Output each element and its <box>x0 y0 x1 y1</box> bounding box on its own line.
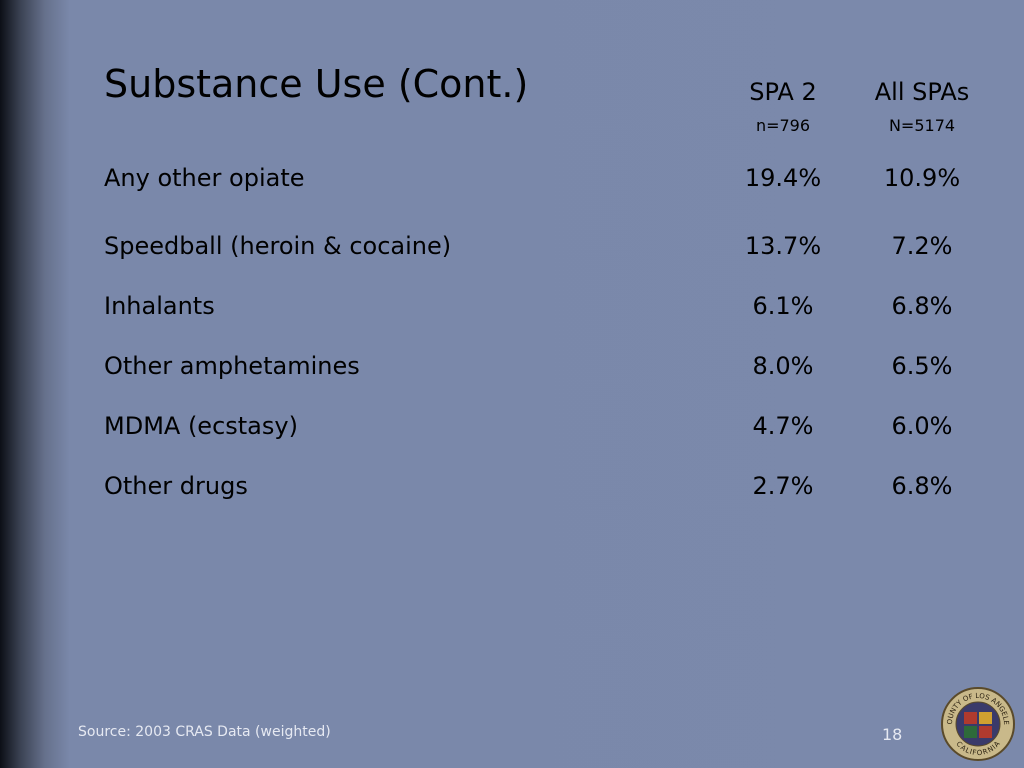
cell-value: 6.0% <box>891 412 953 440</box>
row-label: Other amphetamines <box>104 352 360 380</box>
cell-value: 6.8% <box>891 472 953 500</box>
row-label: MDMA (ecstasy) <box>104 412 298 440</box>
seal-quarter <box>964 726 977 738</box>
page-number: 18 <box>882 725 903 744</box>
row-label: Other drugs <box>104 472 248 500</box>
column-subheader: n=796 <box>755 116 811 135</box>
cell-value: 10.9% <box>883 164 961 192</box>
column-header: SPA 2 <box>749 78 817 106</box>
seal-center <box>955 701 1001 747</box>
cell-value: 6.1% <box>752 292 814 320</box>
cell-value: 13.7% <box>744 232 822 260</box>
cell-value: 6.5% <box>891 352 953 380</box>
source-note: Source: 2003 CRAS Data (weighted) <box>78 724 331 740</box>
column-header: All SPAs <box>874 78 970 106</box>
county-seal: COUNTY OF LOS ANGELES CALIFORNIA <box>940 686 1015 761</box>
cell-value: 2.7% <box>752 472 814 500</box>
seal-quarter <box>964 712 977 724</box>
cell-value: 7.2% <box>891 232 953 260</box>
cell-value: 19.4% <box>744 164 822 192</box>
row-label: Speedball (heroin & cocaine) <box>104 232 452 260</box>
cell-value: 4.7% <box>752 412 814 440</box>
seal-quarter <box>979 726 992 738</box>
cell-value: 8.0% <box>752 352 814 380</box>
seal-quarter <box>979 712 992 724</box>
column-subheader: N=5174 <box>888 116 956 135</box>
row-label: Any other opiate <box>104 164 305 192</box>
row-label: Inhalants <box>104 292 215 320</box>
slide-title: Substance Use (Cont.) <box>104 62 529 106</box>
cell-value: 6.8% <box>891 292 953 320</box>
